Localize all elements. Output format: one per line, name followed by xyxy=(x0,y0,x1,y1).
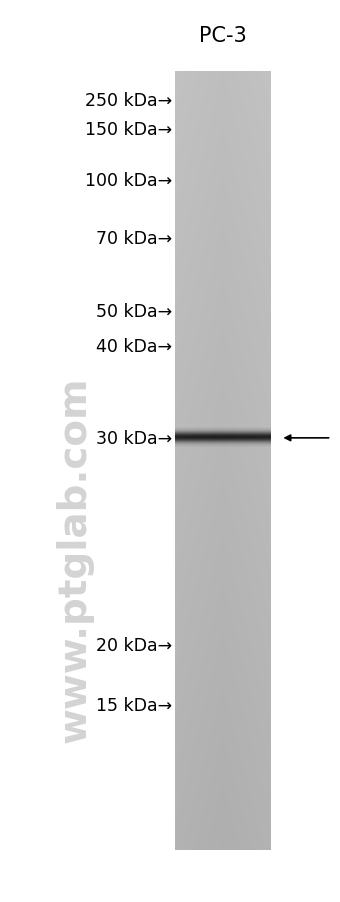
Text: 20 kDa→: 20 kDa→ xyxy=(96,636,172,654)
Text: 40 kDa→: 40 kDa→ xyxy=(96,337,172,355)
Text: 250 kDa→: 250 kDa→ xyxy=(85,92,172,110)
Text: 100 kDa→: 100 kDa→ xyxy=(85,171,172,189)
Text: 70 kDa→: 70 kDa→ xyxy=(96,230,172,248)
Text: 15 kDa→: 15 kDa→ xyxy=(96,696,172,714)
Text: 30 kDa→: 30 kDa→ xyxy=(96,429,172,447)
Text: 150 kDa→: 150 kDa→ xyxy=(85,121,172,139)
Text: www.ptglab.com: www.ptglab.com xyxy=(56,376,94,742)
Text: 50 kDa→: 50 kDa→ xyxy=(96,302,172,320)
Text: PC-3: PC-3 xyxy=(199,26,246,46)
